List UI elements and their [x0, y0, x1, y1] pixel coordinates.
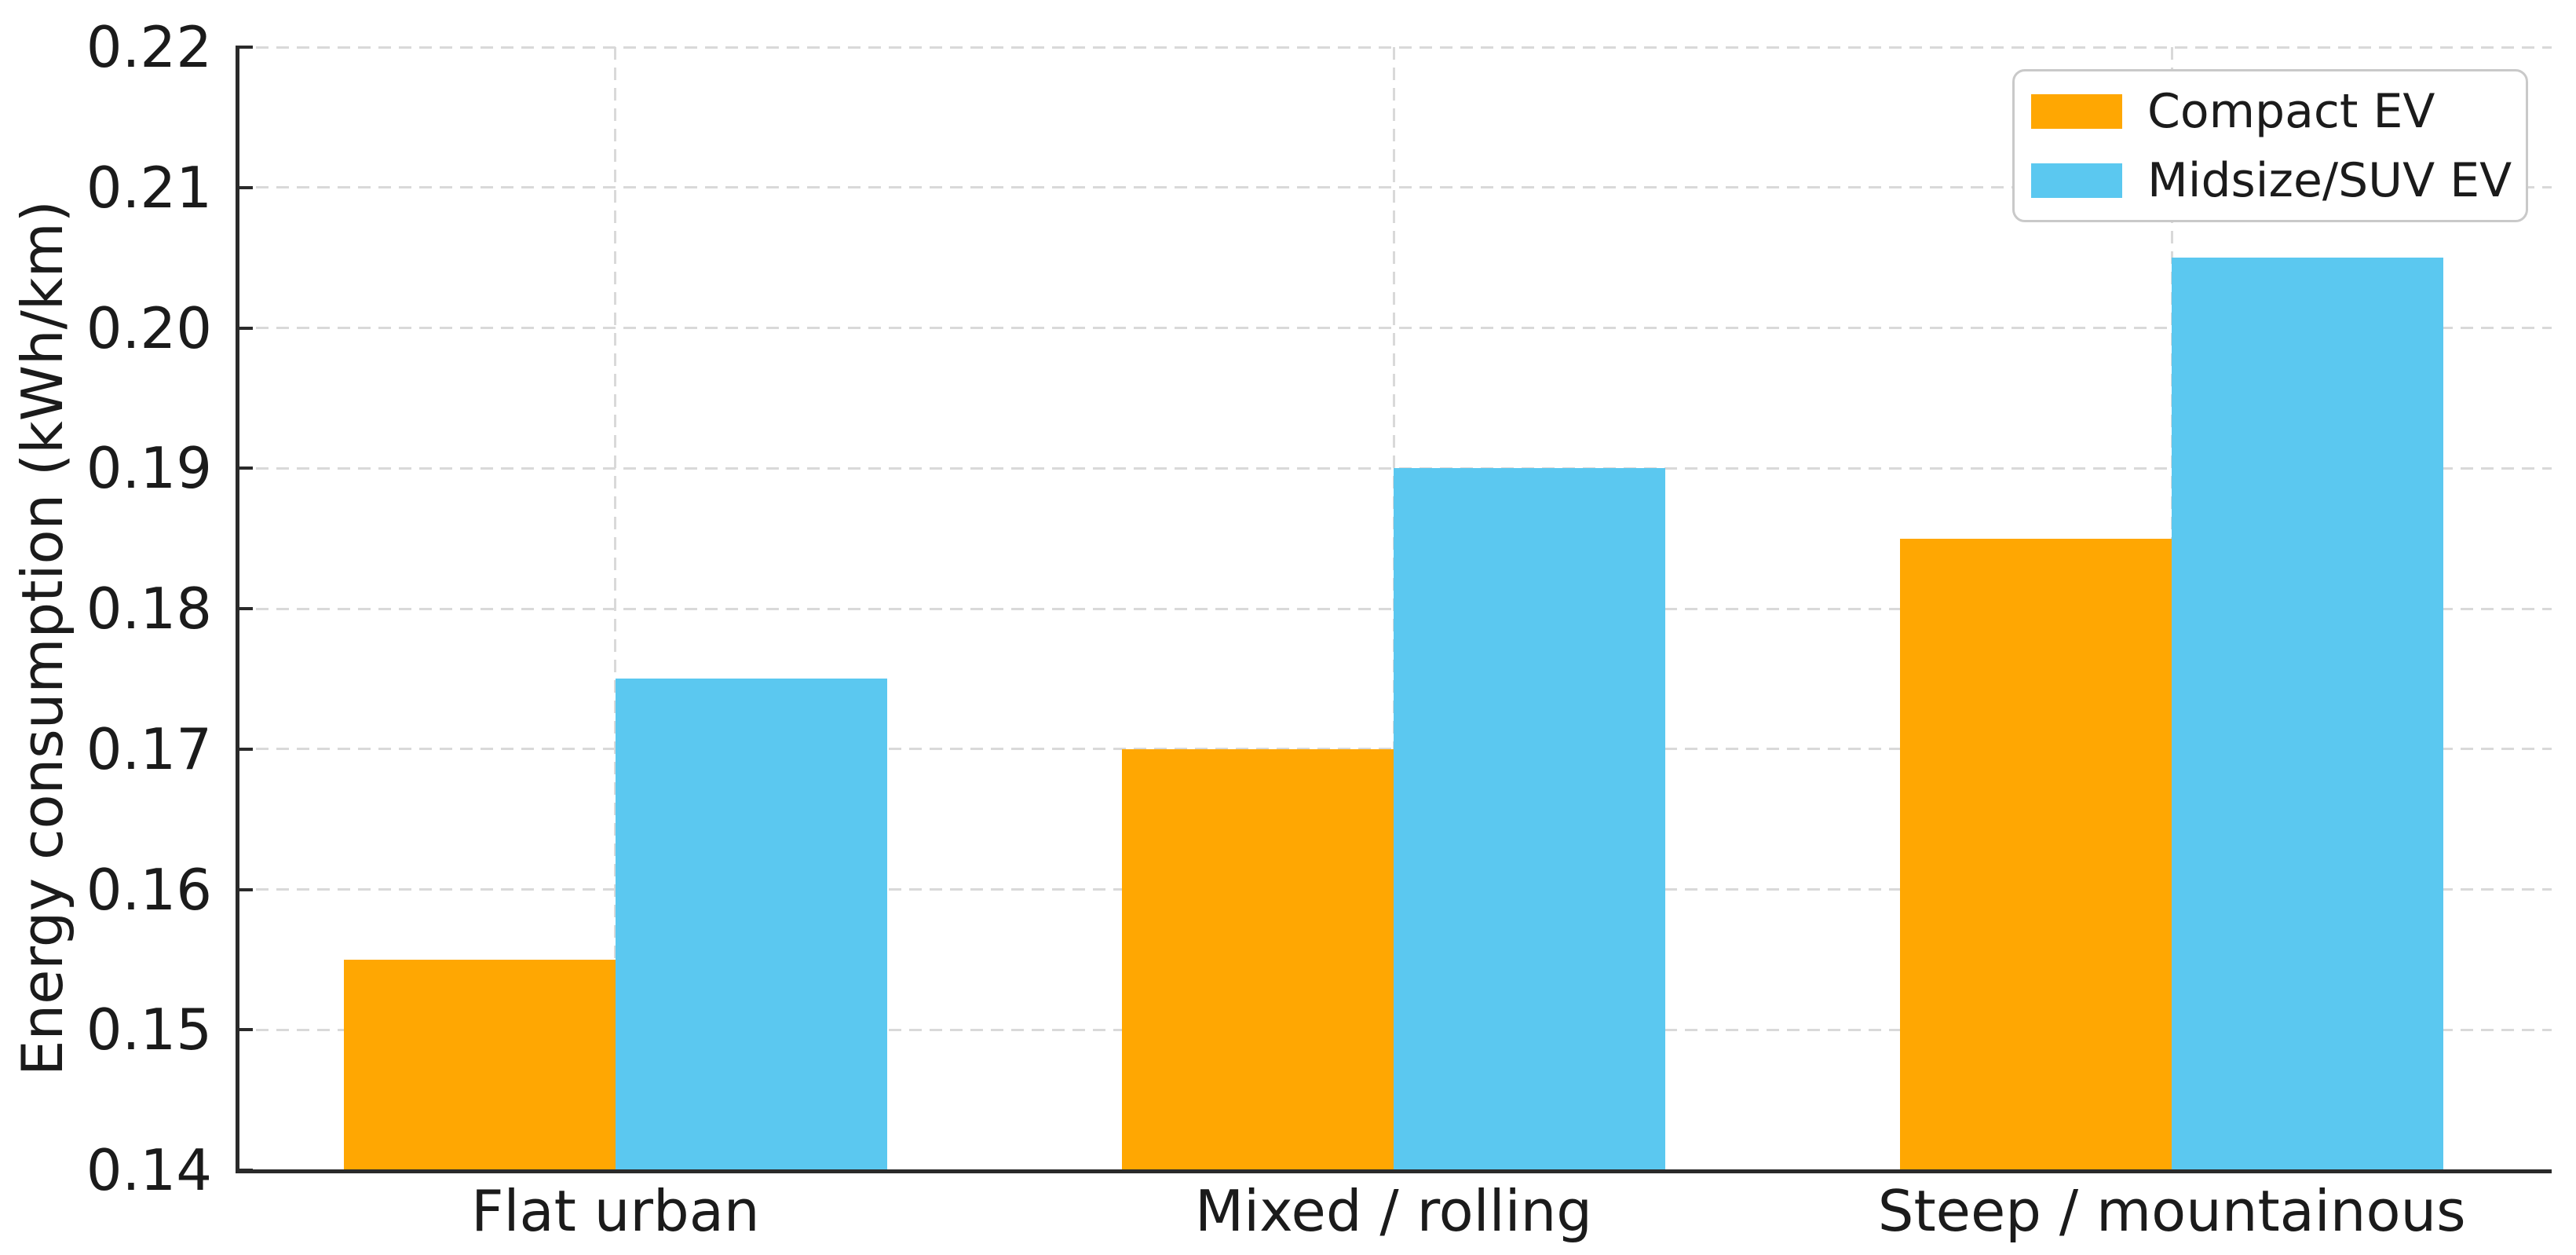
y-tick — [236, 326, 253, 330]
y-tick-label: 0.15 — [86, 997, 212, 1063]
x-category-label: Flat urban — [471, 1178, 760, 1244]
y-tick-label: 0.17 — [86, 715, 212, 782]
bar-compact-ev-flat-urban — [343, 959, 616, 1170]
x-axis-spine — [236, 1169, 2552, 1173]
y-axis-spine — [236, 46, 239, 1173]
y-tick — [236, 1028, 253, 1032]
x-category-label: Steep / mountainous — [1877, 1178, 2466, 1244]
bar-midsize-suv-ev-flat-urban — [615, 679, 887, 1170]
y-tick — [236, 467, 253, 470]
legend-label: Midsize/SUV EV — [2147, 152, 2512, 208]
y-tick-label: 0.18 — [86, 576, 212, 642]
x-category-label: Mixed / rolling — [1195, 1178, 1592, 1244]
legend-label: Compact EV — [2147, 83, 2435, 139]
y-tick-label: 0.21 — [86, 154, 212, 221]
v-gridline — [614, 47, 617, 1170]
y-tick — [236, 607, 253, 610]
bar-compact-ev-steep-mountainous — [1900, 538, 2172, 1170]
legend-swatch-compact-ev — [2031, 93, 2122, 129]
y-tick-label: 0.14 — [86, 1137, 212, 1203]
y-tick-label: 0.19 — [86, 435, 212, 502]
y-tick-label: 0.20 — [86, 295, 212, 361]
bar-compact-ev-mixed-rolling — [1122, 748, 1394, 1170]
y-tick — [236, 887, 253, 891]
legend-item-midsize-suv-ev: Midsize/SUV EV — [2031, 155, 2526, 207]
y-tick — [236, 46, 253, 49]
bar-midsize-suv-ev-mixed-rolling — [1394, 468, 1665, 1170]
legend-item-compact-ev: Compact EV — [2031, 86, 2526, 137]
y-tick-label: 0.16 — [86, 856, 212, 923]
y-tick — [236, 185, 253, 189]
legend: Compact EV Midsize/SUV EV — [2012, 69, 2528, 222]
y-axis-label: Energy consumption (kWh/km) — [9, 200, 75, 1076]
y-tick-label: 0.22 — [86, 14, 212, 80]
y-tick — [236, 747, 253, 751]
legend-swatch-midsize-suv-ev — [2031, 163, 2122, 198]
bar-midsize-suv-ev-steep-mountainous — [2172, 258, 2444, 1170]
